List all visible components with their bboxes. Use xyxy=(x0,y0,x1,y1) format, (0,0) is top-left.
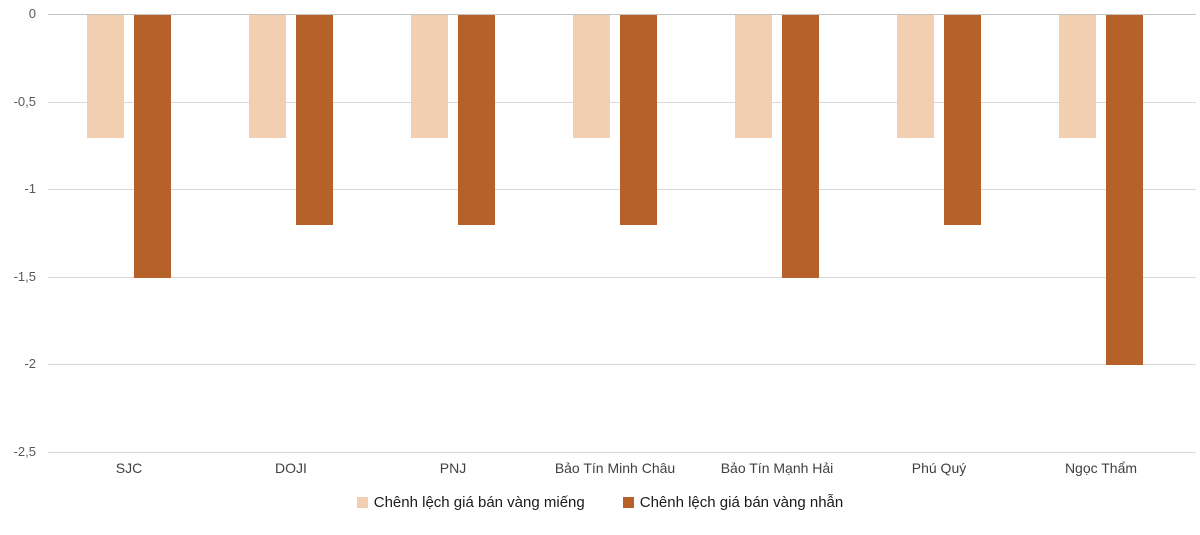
legend-swatch-vang-mieng xyxy=(356,497,368,508)
legend-swatch-vang-nhan xyxy=(622,497,634,508)
bar-series0-Bảo Tín Mạnh Hải xyxy=(735,15,772,138)
x-category-label: PNJ xyxy=(439,460,467,476)
x-category-label: Bảo Tín Minh Châu xyxy=(554,460,676,476)
bar-series1-Bảo Tín Mạnh Hải xyxy=(782,15,819,278)
bar-series0-PNJ xyxy=(411,15,448,138)
bar-series1-DOJI xyxy=(296,15,333,226)
chart-legend: Chênh lệch giá bán vàng miếng Chênh lệch… xyxy=(0,494,1200,511)
legend-item-vang-mieng: Chênh lệch giá bán vàng miếng xyxy=(356,494,585,511)
zero-axis-line xyxy=(48,14,1196,15)
bar-series1-PNJ xyxy=(458,15,495,226)
bar-series0-DOJI xyxy=(249,15,286,138)
y-tick-label: -2 xyxy=(24,356,36,372)
y-tick-label: -0,5 xyxy=(13,93,36,109)
x-category-label: Bảo Tín Mạnh Hải xyxy=(720,460,834,476)
bar-series1-Ngọc Thẩm xyxy=(1106,15,1143,366)
bar-series0-Ngọc Thẩm xyxy=(1059,15,1096,138)
x-category-label: Phú Quý xyxy=(911,460,967,476)
bar-series0-Phú Quý xyxy=(897,15,934,138)
x-category-label: DOJI xyxy=(275,460,307,476)
gridline xyxy=(48,276,1196,278)
legend-label-vang-nhan: Chênh lệch giá bán vàng nhẫn xyxy=(639,494,844,511)
legend-item-vang-nhan: Chênh lệch giá bán vàng nhẫn xyxy=(622,494,844,511)
bar-series1-Bảo Tín Minh Châu xyxy=(620,15,657,226)
legend-label-vang-mieng: Chênh lệch giá bán vàng miếng xyxy=(373,494,585,511)
x-category-label: Ngọc Thẩm xyxy=(1064,460,1138,476)
x-category-label: SJC xyxy=(115,460,143,476)
y-tick-label: -1 xyxy=(24,181,36,197)
bar-series0-SJC xyxy=(87,15,124,138)
y-tick-label: 0 xyxy=(28,6,36,21)
gridline xyxy=(48,452,1196,453)
gridline xyxy=(48,364,1196,366)
y-tick-label: -2,5 xyxy=(13,444,36,459)
bar-series0-Bảo Tín Minh Châu xyxy=(573,15,610,138)
bar-series1-Phú Quý xyxy=(944,15,981,226)
bar-series1-SJC xyxy=(134,15,171,278)
y-tick-label: -1,5 xyxy=(13,268,36,284)
